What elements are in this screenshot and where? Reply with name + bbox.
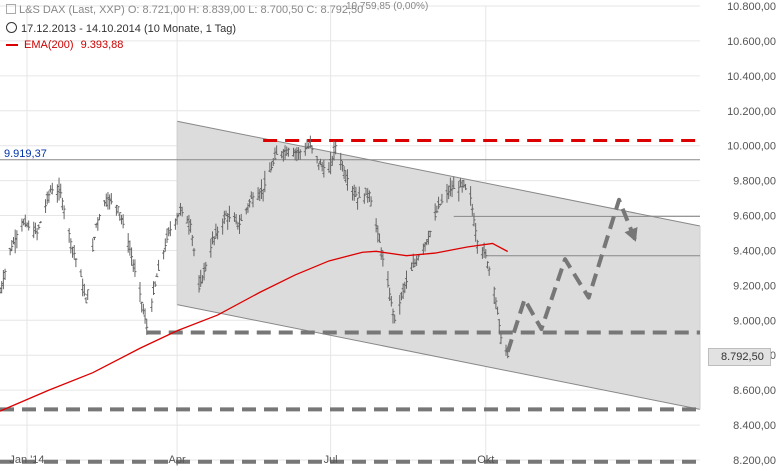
x-tick-label: Okt bbox=[477, 454, 494, 466]
y-tick-label: 10.000,00 bbox=[727, 141, 776, 153]
clock-icon bbox=[6, 22, 17, 33]
y-tick-label: 10.400,00 bbox=[727, 71, 776, 83]
y-tick-label: 10.800,00 bbox=[727, 1, 776, 13]
x-tick-label: Jul bbox=[324, 454, 338, 466]
channel-lower-line bbox=[177, 304, 701, 410]
forecast-path bbox=[505, 197, 638, 353]
ohlc-values: O: 8.721,00 H: 8.839,00 L: 8.700,50 C: 8… bbox=[127, 4, 364, 16]
y-tick-label: 8.600,00 bbox=[733, 385, 776, 397]
y-tick-label: 9.000,00 bbox=[733, 315, 776, 327]
y-tick-label: 9.400,00 bbox=[733, 245, 776, 257]
top-readout: 10.759,85 (0,00%) bbox=[346, 1, 429, 12]
y-tick-label: 8.200,00 bbox=[733, 455, 776, 467]
x-tick-label: Apr bbox=[169, 454, 186, 466]
y-tick-label: 9.800,00 bbox=[733, 176, 776, 188]
chart-logo-icon bbox=[6, 4, 16, 14]
x-tick-label: Jan '14 bbox=[9, 454, 44, 466]
y-tick-label: 10.200,00 bbox=[727, 106, 776, 118]
instrument-name: L&S DAX (Last, XXP) bbox=[19, 4, 125, 16]
y-tick-label: 10.600,00 bbox=[727, 36, 776, 48]
header-instrument-row: L&S DAX (Last, XXP) O: 8.721,00 H: 8.839… bbox=[6, 4, 363, 16]
header-period-row: 17.12.2013 - 14.10.2014 (10 Monate, 1 Ta… bbox=[6, 22, 236, 35]
y-tick-label: 9.600,00 bbox=[733, 211, 776, 223]
trend-channel bbox=[177, 121, 701, 410]
ema200-line bbox=[0, 242, 509, 412]
last-price-badge: 8.792,50 bbox=[708, 348, 771, 366]
legend-ema[interactable]: EMA(200) 9.393,88 bbox=[6, 39, 123, 51]
ema-label: EMA(200) bbox=[24, 39, 74, 51]
channel-upper-line bbox=[177, 120, 701, 227]
ema-value: 9.393,88 bbox=[80, 39, 124, 51]
level-label: 9.919,37 bbox=[4, 148, 47, 160]
y-tick-label: 9.200,00 bbox=[733, 280, 776, 292]
forecast-arrowhead bbox=[624, 227, 638, 242]
y-tick-label: 8.400,00 bbox=[733, 420, 776, 432]
ema-swatch-icon bbox=[6, 44, 18, 47]
period-label: 17.12.2013 - 14.10.2014 (10 Monate, 1 Ta… bbox=[21, 23, 237, 35]
